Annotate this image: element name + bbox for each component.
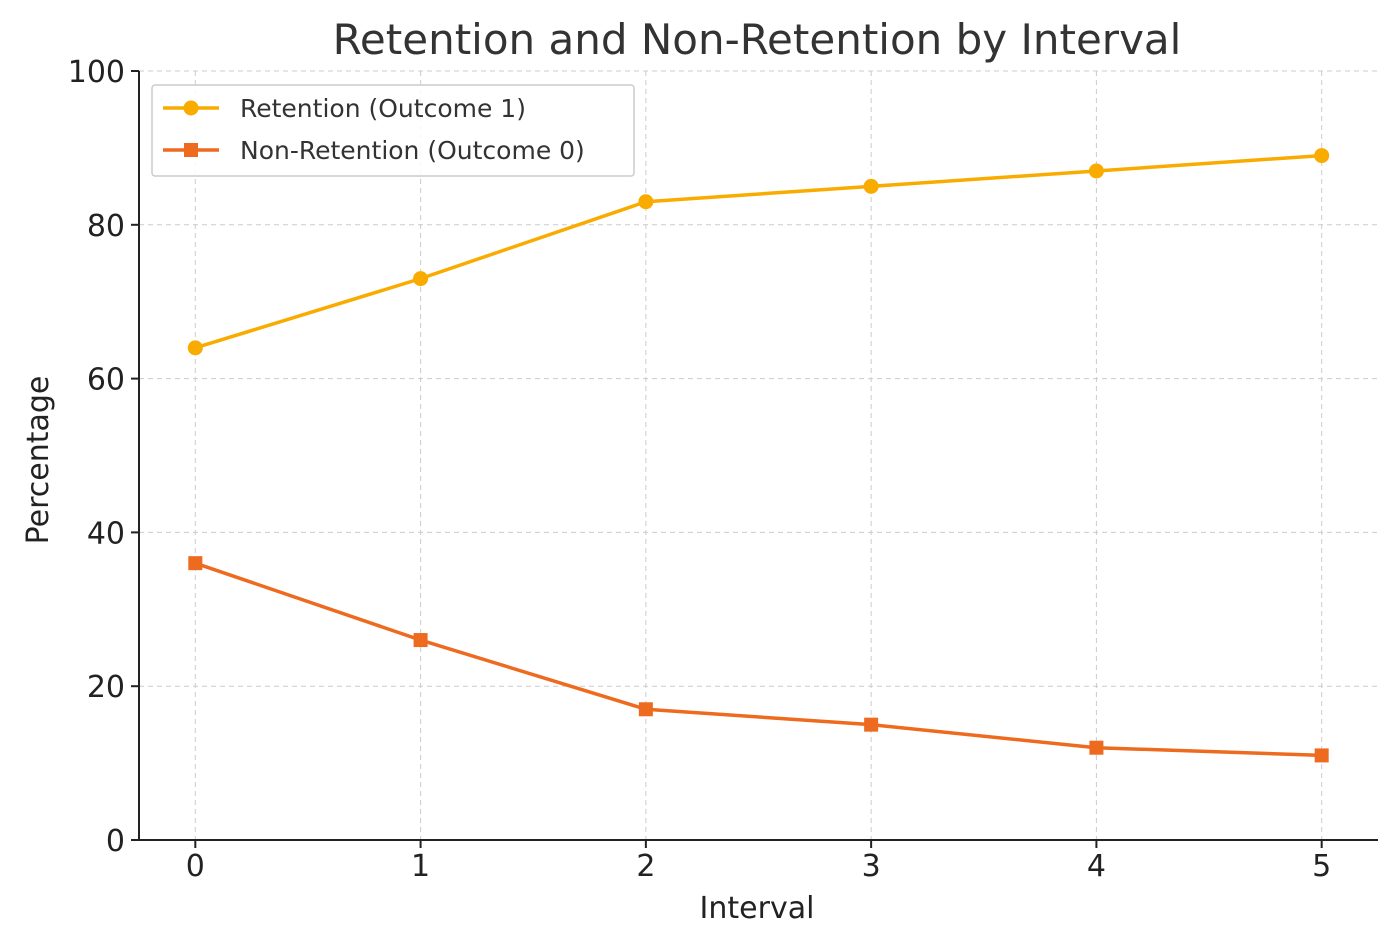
legend-label: Non-Retention (Outcome 0)	[240, 136, 585, 165]
data-point	[864, 717, 879, 732]
x-axis-label: Interval	[700, 891, 815, 926]
gridlines	[139, 70, 1378, 841]
y-tick-label: 60	[87, 363, 125, 398]
legend-entry: Non-Retention (Outcome 0)	[163, 136, 585, 165]
y-tick-label: 0	[106, 824, 125, 859]
data-point	[413, 633, 428, 648]
legend-label: Retention (Outcome 1)	[240, 94, 526, 123]
data-point	[638, 194, 654, 210]
x-tick-label: 1	[411, 849, 430, 884]
x-tick-label: 5	[1312, 849, 1331, 884]
y-tick-label: 40	[87, 516, 125, 551]
data-point	[638, 702, 653, 717]
legend-entry: Retention (Outcome 1)	[163, 94, 526, 123]
data-series	[187, 148, 1330, 763]
data-point	[1314, 748, 1329, 763]
series-line	[194, 561, 1322, 758]
legend-box	[151, 84, 635, 177]
data-point	[1088, 163, 1104, 179]
x-tick-label: 4	[1087, 849, 1106, 884]
y-tick-label: 20	[87, 670, 125, 705]
y-tick-label: 80	[87, 209, 125, 244]
legend-marker	[183, 100, 199, 116]
data-point	[1089, 740, 1104, 755]
data-point	[188, 556, 203, 571]
x-tick-label: 2	[636, 849, 655, 884]
series-2	[188, 556, 1329, 763]
x-tick-label: 3	[862, 849, 881, 884]
data-point	[187, 340, 203, 356]
series-line	[194, 153, 1322, 350]
data-point	[413, 271, 429, 287]
y-axis-label: Percentage	[21, 376, 56, 545]
axes: 0 1 2 3 4 5 0 20 40 60 80 100	[68, 55, 1378, 884]
legend: Retention (Outcome 1) Non-Retention (Outc…	[151, 84, 635, 177]
series-1	[187, 148, 1330, 356]
legend-marker	[184, 143, 198, 157]
data-point	[863, 178, 879, 194]
chart-title: Retention and Non-Retention by Interval	[333, 15, 1182, 64]
data-point	[1314, 148, 1330, 164]
y-tick-label: 100	[68, 55, 125, 90]
x-tick-label: 0	[186, 849, 205, 884]
